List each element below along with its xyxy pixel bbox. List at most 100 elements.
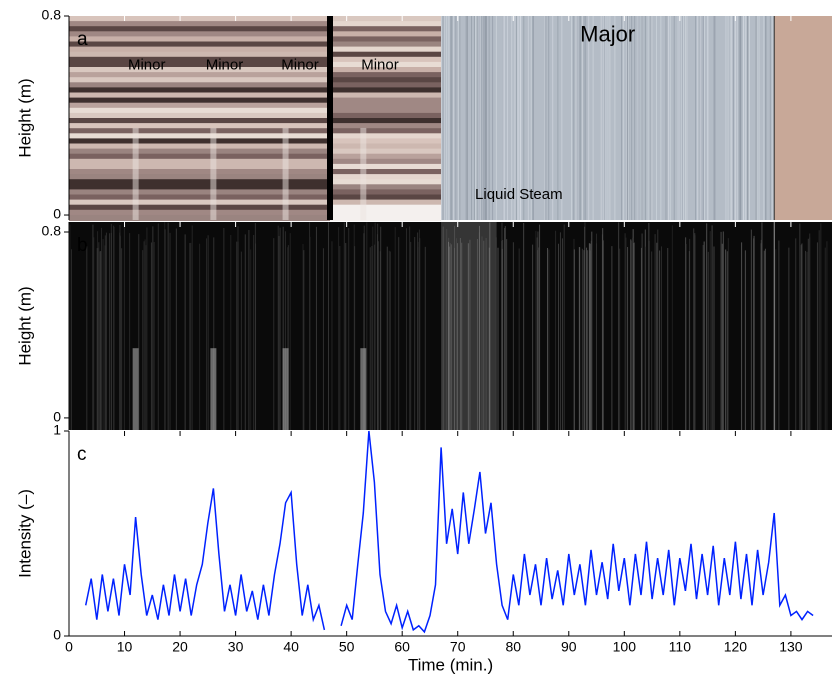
texture: [329, 153, 442, 160]
x-tick-label: 20: [172, 639, 188, 655]
texture: [329, 26, 442, 33]
texture: [329, 163, 442, 170]
texture: [329, 46, 442, 53]
texture: [69, 209, 330, 216]
y-tick-label: 0: [53, 206, 61, 222]
texture: [69, 31, 330, 38]
texture: [329, 189, 442, 196]
texture: [69, 97, 330, 104]
x-tick-label: 100: [613, 639, 637, 655]
texture: [329, 36, 442, 43]
x-tick-label: 90: [561, 639, 577, 655]
texture: [329, 51, 442, 58]
x-tick-label: 120: [724, 639, 748, 655]
panel-label: b: [77, 235, 88, 256]
texture: [282, 348, 289, 430]
image-panel: [69, 16, 832, 221]
texture: [329, 112, 442, 119]
y-axis-label: Height (m): [15, 286, 34, 365]
x-tick-label: 40: [283, 639, 299, 655]
texture: [329, 184, 442, 191]
texture: [69, 87, 330, 94]
texture: [69, 133, 330, 140]
x-tick-label: 60: [394, 639, 410, 655]
texture: [69, 72, 330, 79]
texture: [69, 163, 330, 170]
texture: [69, 123, 330, 130]
texture: [69, 194, 330, 201]
texture: [69, 51, 330, 58]
texture: [69, 112, 330, 119]
texture: [329, 209, 442, 216]
texture: [69, 102, 330, 109]
texture: [329, 148, 442, 155]
panel-label: c: [77, 444, 87, 465]
texture: [69, 214, 330, 221]
texture: [329, 102, 442, 109]
texture: [69, 26, 330, 33]
texture: [329, 169, 442, 176]
texture: [69, 179, 330, 186]
texture: [329, 133, 442, 140]
texture: [69, 16, 330, 23]
texture: [329, 194, 442, 201]
texture: [69, 148, 330, 155]
texture: [69, 77, 330, 84]
texture: [282, 127, 289, 220]
x-tick-label: 0: [65, 639, 73, 655]
x-axis-label: Time (min.): [408, 655, 493, 674]
texture: [69, 153, 330, 160]
line: [84, 430, 814, 634]
image-panel: [69, 222, 832, 430]
texture: [329, 123, 442, 130]
texture: [329, 67, 442, 74]
y-axis-label: Height (m): [15, 78, 34, 157]
texture: [329, 107, 442, 114]
texture: [69, 46, 330, 53]
texture: [69, 189, 330, 196]
texture: [360, 348, 367, 430]
texture: [210, 348, 217, 430]
texture: [69, 199, 330, 206]
texture: [329, 118, 442, 125]
texture: [329, 87, 442, 94]
texture: [210, 127, 217, 220]
texture: [441, 222, 497, 430]
texture: [774, 16, 832, 220]
x-tick-label: 50: [339, 639, 355, 655]
y-tick-label: 0: [53, 627, 61, 643]
x-tick-label: 70: [450, 639, 466, 655]
plot-area: [69, 431, 832, 636]
texture: [329, 72, 442, 79]
texture: [329, 143, 442, 150]
texture: [69, 128, 330, 135]
y-tick-label: 0: [53, 409, 61, 425]
texture: [329, 179, 442, 186]
panel-label: a: [77, 29, 88, 50]
y-tick-label: 1: [53, 422, 61, 438]
y-axis-label: Intensity (–): [15, 489, 34, 578]
texture: [329, 82, 442, 89]
texture: [329, 128, 442, 135]
texture: [329, 158, 442, 165]
texture: [329, 199, 442, 206]
x-tick-label: 10: [117, 639, 133, 655]
texture: [69, 204, 330, 211]
texture: [329, 31, 442, 38]
texture: [69, 82, 330, 89]
texture: [329, 56, 442, 63]
y-tick-label: 0.8: [42, 223, 62, 239]
y-tick-label: 0.8: [42, 7, 62, 23]
texture: [69, 138, 330, 145]
texture: [329, 214, 442, 221]
annotation: Liquid Steam: [475, 186, 563, 203]
texture: [132, 127, 139, 220]
x-tick-label: 110: [669, 639, 692, 655]
texture: [69, 118, 330, 125]
texture: [329, 16, 442, 23]
texture: [69, 158, 330, 165]
texture: [69, 67, 330, 74]
x-tick-label: 130: [779, 639, 803, 655]
texture: [69, 61, 330, 68]
